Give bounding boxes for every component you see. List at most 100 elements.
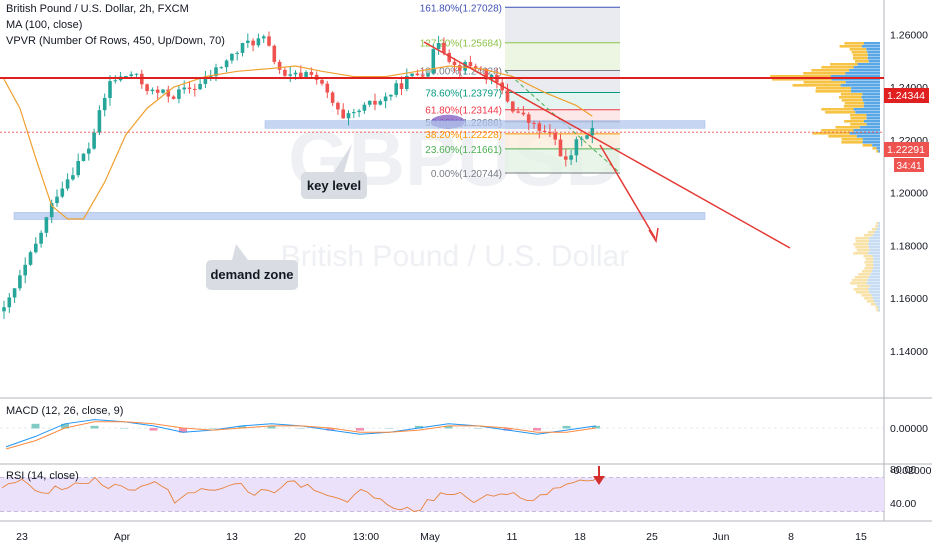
- macd-histogram-bar: [415, 425, 423, 429]
- candle-down: [325, 83, 330, 93]
- vpvr-bar-down: [862, 270, 872, 273]
- fib-level-label: 23.60%(1.21661): [425, 145, 502, 156]
- vpvr-bar-down: [861, 294, 872, 297]
- candle-up: [71, 175, 75, 180]
- candle-up: [288, 74, 292, 76]
- fib-zone: [505, 92, 620, 110]
- vpvr-bar-down: [821, 108, 854, 111]
- candle-down: [505, 90, 510, 102]
- fib-zone: [505, 42, 620, 71]
- candle-up: [214, 67, 218, 77]
- candle-up: [230, 53, 234, 61]
- key-level-zone[interactable]: [264, 120, 706, 129]
- vpvr-bar-down: [844, 42, 864, 45]
- candle-up: [102, 97, 107, 111]
- vpvr-bar-down: [853, 243, 869, 246]
- vpvr-bar-up: [830, 75, 880, 78]
- vpvr-bar-down: [855, 246, 869, 249]
- vpvr-bar-down: [854, 276, 869, 279]
- macd-tick-label: -0.02000: [890, 465, 932, 477]
- vpvr-bar-up: [857, 63, 880, 66]
- candle-up: [405, 76, 409, 90]
- vpvr-bar-down: [863, 234, 873, 237]
- watermark-name: British Pound / U.S. Dollar: [281, 240, 629, 273]
- candle-up: [60, 188, 65, 197]
- vpvr-bar-down: [876, 309, 879, 312]
- vpvr-bar-down: [849, 48, 867, 51]
- vpvr-bar-up: [863, 105, 880, 108]
- vpvr-bar-down: [821, 129, 854, 132]
- price-tick-label: 1.26000: [890, 29, 928, 41]
- vpvr-bar-up: [867, 54, 880, 57]
- fib-zone: [505, 7, 620, 43]
- candle-down: [341, 109, 345, 119]
- bar-countdown-badge: [894, 158, 924, 172]
- candle-down: [511, 101, 515, 112]
- candle-up: [346, 113, 351, 119]
- downtrend-line[interactable]: [423, 41, 791, 249]
- price-tick-label: 1.16000: [890, 293, 928, 305]
- fib-level-label: 127.20%(1.25684): [420, 39, 502, 50]
- vpvr-bar-up: [869, 240, 880, 243]
- vpvr-bar-up: [869, 285, 880, 288]
- vpvr-bar-down: [871, 228, 877, 231]
- ma-100-line: [3, 65, 593, 220]
- rsi-legend[interactable]: RSI (14, close): [6, 470, 79, 482]
- vpvr-legend[interactable]: VPVR (Number Of Rows, 450, Up/Down, 70): [6, 35, 225, 47]
- candle-down: [484, 68, 489, 80]
- candle-down: [415, 73, 420, 76]
- candle-up: [39, 232, 43, 244]
- projection-arrow-line[interactable]: [599, 144, 656, 239]
- demand-zone-callout[interactable]: demand zone: [206, 260, 298, 290]
- fib-zone: [505, 148, 620, 174]
- vpvr-bar-down: [855, 237, 869, 240]
- last-price-text: 1.22291: [887, 144, 925, 156]
- macd-legend[interactable]: MACD (12, 26, close, 9): [6, 405, 124, 417]
- candle-down: [553, 132, 557, 140]
- vpvr-bar-up: [869, 249, 880, 252]
- vpvr-bar-up: [878, 222, 880, 225]
- vpvr-bar-up: [867, 51, 880, 54]
- vpvr-bar-down: [849, 114, 867, 117]
- chart-title-legend[interactable]: British Pound / U.S. Dollar, 2h, FXCM: [6, 3, 189, 15]
- vpvr-bar-down: [866, 300, 875, 303]
- candle-down: [542, 130, 547, 132]
- vpvr-bar-up: [870, 273, 880, 276]
- vpvr-bar-up: [868, 237, 880, 240]
- macd-histogram-bar: [385, 428, 394, 429]
- candle-up: [246, 40, 250, 43]
- vpvr-bar-down: [850, 282, 867, 285]
- candle-up: [394, 83, 398, 95]
- vpvr-bar-down: [851, 279, 868, 282]
- vpvr-bar-up: [866, 123, 880, 126]
- vpvr-bar-up: [866, 282, 880, 285]
- candle-down: [399, 83, 404, 90]
- time-tick-label: 11: [507, 531, 518, 543]
- vpvr-bar-up: [868, 288, 880, 291]
- time-tick-label: 8: [788, 531, 794, 543]
- vpvr-bar-up: [845, 72, 880, 75]
- vpvr-bar-down: [864, 267, 873, 270]
- macd-line: [5, 419, 597, 448]
- vpvr-bar-up: [863, 120, 880, 123]
- vpvr-bar-down: [803, 81, 846, 84]
- price-tick-label: 1.18000: [890, 240, 928, 252]
- candle-up: [134, 73, 139, 75]
- candle-up: [293, 72, 298, 75]
- macd-histogram-bar: [208, 428, 217, 429]
- macd-histogram-bar: [238, 425, 246, 429]
- vpvr-bar-down: [844, 102, 865, 105]
- demand-zone[interactable]: [13, 212, 706, 220]
- price-tick-label: 1.20000: [890, 188, 928, 200]
- candle-down: [166, 89, 171, 97]
- ma-legend[interactable]: MA (100, close): [6, 19, 83, 31]
- candle-up: [177, 89, 181, 99]
- vpvr-bar-down: [852, 54, 868, 57]
- candle-up: [76, 161, 80, 176]
- key-level-callout[interactable]: key level: [301, 172, 367, 199]
- vpvr-bar-up: [859, 126, 880, 129]
- projection-arrowhead: [648, 227, 659, 244]
- bar-countdown-text: 34:41: [896, 161, 921, 172]
- vpvr-bar-up: [872, 234, 880, 237]
